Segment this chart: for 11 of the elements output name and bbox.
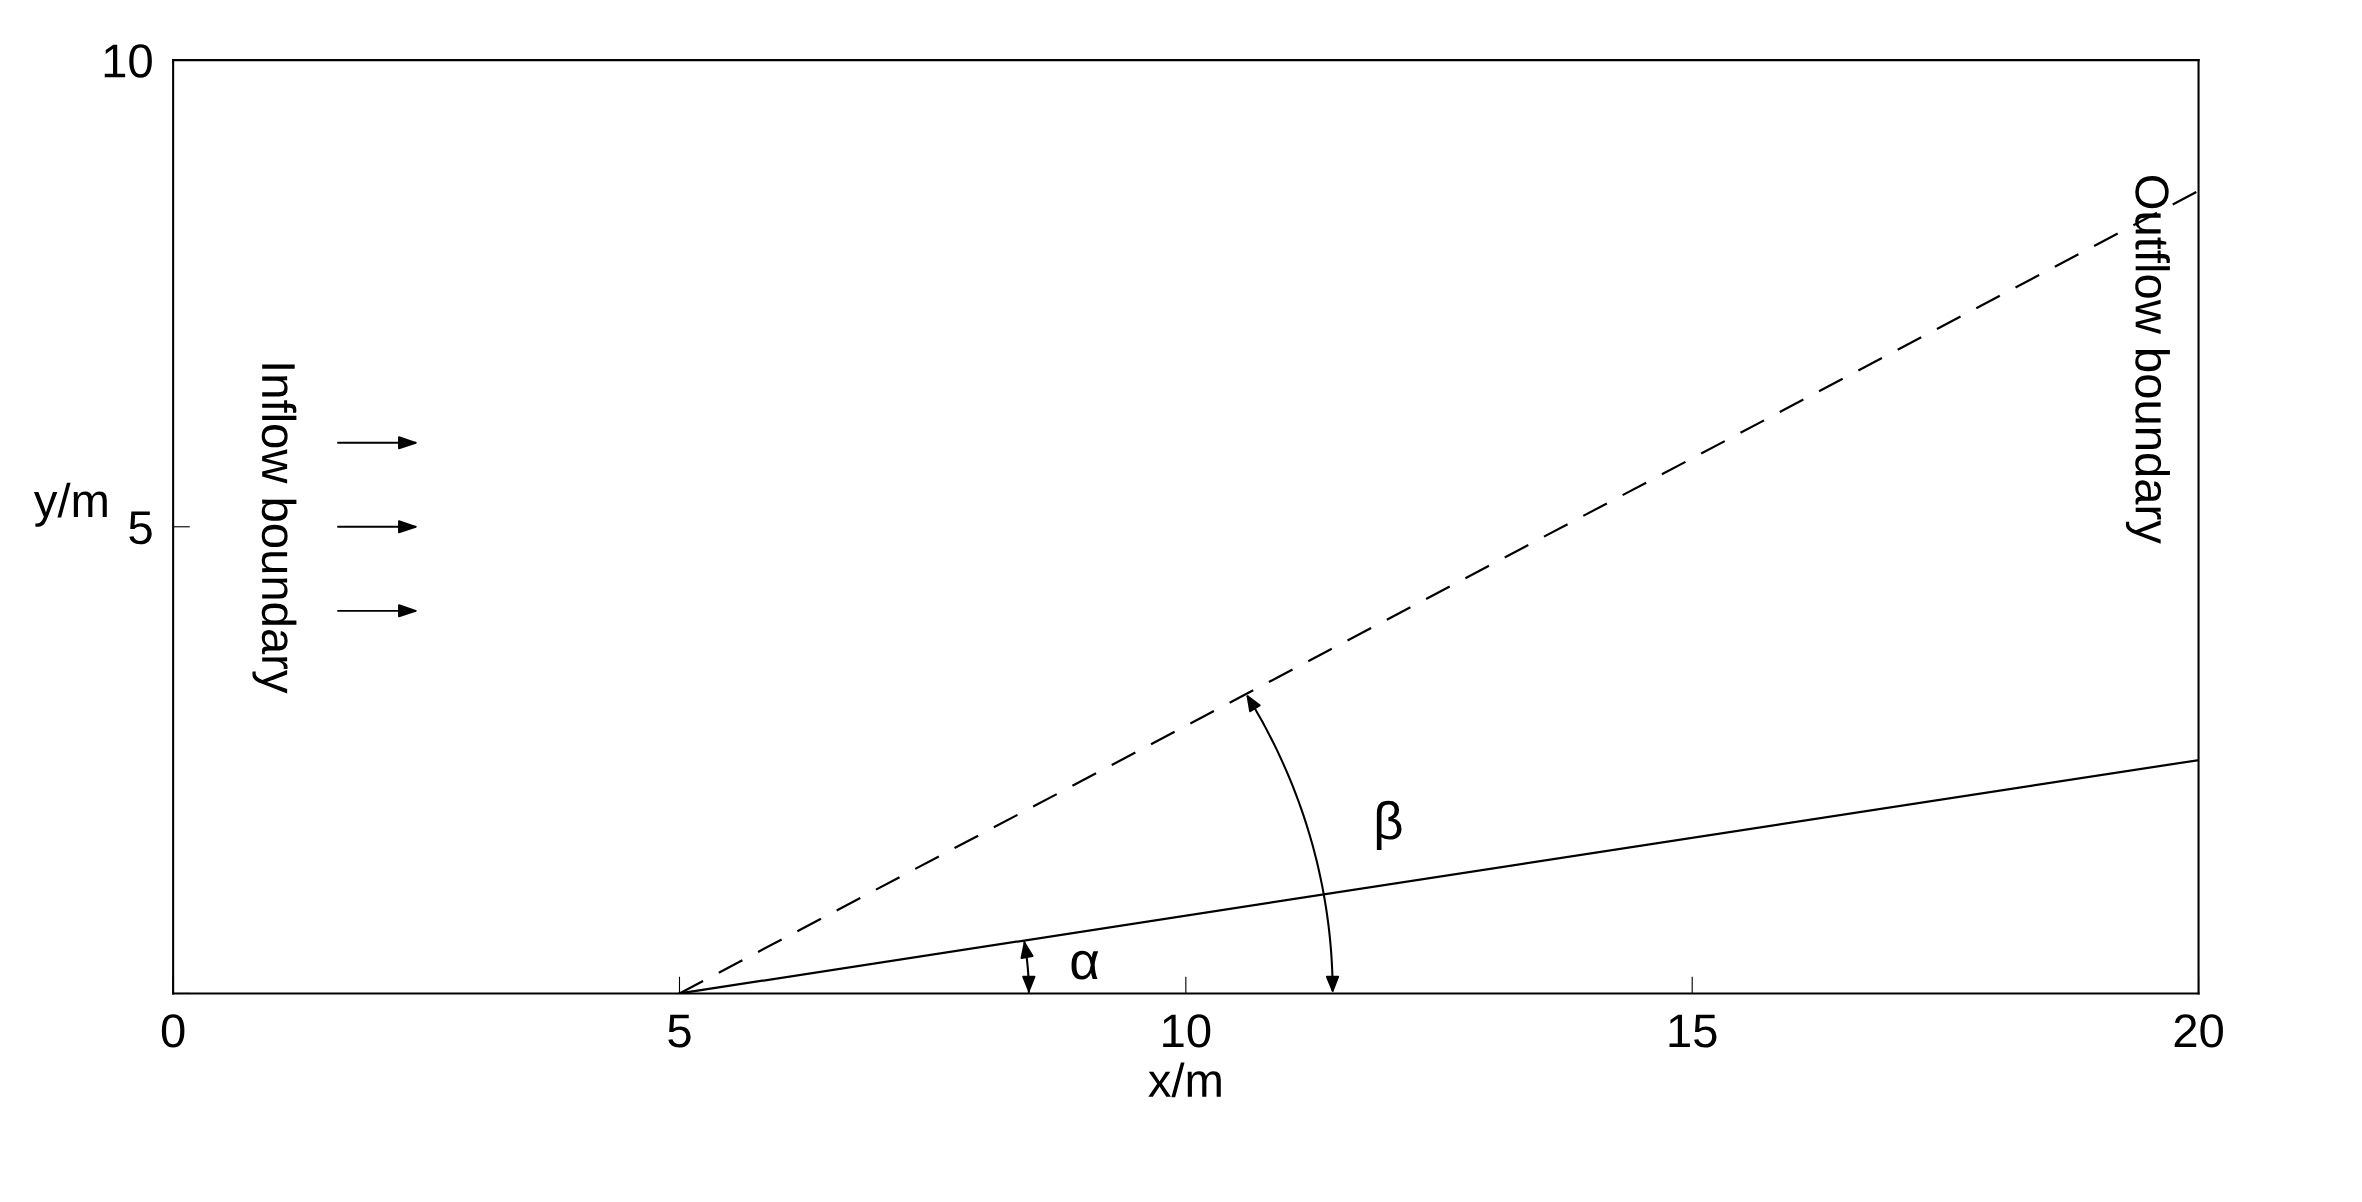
annotation: Inflow boundary <box>252 364 297 694</box>
y-axis-title: y/m <box>33 482 107 527</box>
annotation: β <box>1376 800 1402 851</box>
x-tick-label: 15 <box>1669 1014 1717 1048</box>
x-axis-title: x/m <box>1148 1062 1221 1098</box>
x-tick-label: 20 <box>2174 1014 2223 1048</box>
x-tick-label: 5 <box>668 1014 691 1048</box>
annotation: α <box>1071 950 1099 980</box>
annotation: Outflow boundary <box>2125 175 2170 544</box>
x-tick-label: 10 <box>1163 1014 1211 1048</box>
x-tick-label: 0 <box>161 1014 185 1048</box>
